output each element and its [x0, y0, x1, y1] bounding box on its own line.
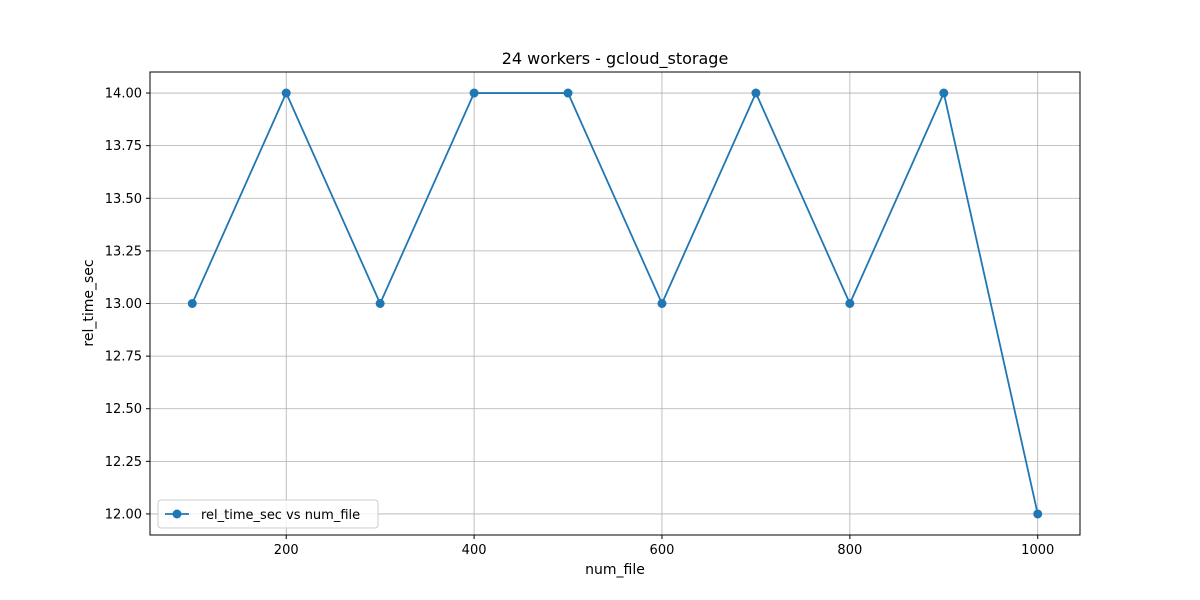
- y-tick-label: 12.25: [105, 455, 142, 470]
- x-tick-label: 600: [650, 543, 675, 558]
- data-point: [939, 88, 949, 98]
- y-tick-label: 12.75: [105, 350, 142, 365]
- y-tick-label: 12.50: [105, 402, 142, 417]
- data-point: [469, 88, 479, 98]
- y-tick-label: 13.25: [105, 244, 142, 259]
- legend-marker-swatch: [172, 509, 182, 519]
- y-axis-label: rel_time_sec: [81, 259, 97, 346]
- y-tick-label: 13.50: [105, 192, 142, 207]
- x-tick-label: 200: [274, 543, 299, 558]
- y-tick-label: 13.75: [105, 139, 142, 154]
- data-point: [657, 299, 667, 308]
- legend: rel_time_sec vs num_file: [157, 499, 379, 529]
- data-point: [375, 299, 385, 308]
- y-tick-label: 13.00: [105, 297, 142, 312]
- x-tick-label: 400: [462, 543, 487, 558]
- data-point: [1033, 509, 1043, 519]
- x-axis-label: num_file: [585, 562, 645, 578]
- chart-title: 24 workers - gcloud_storage: [502, 49, 729, 69]
- x-tick-label: 800: [837, 543, 862, 558]
- series-line: [191, 92, 1039, 515]
- ticks: 200 400 600 800 1000 12.00 12.25 12.50 12.75 13.0…: [105, 87, 1054, 558]
- grid: [150, 72, 1080, 535]
- data-point: [751, 88, 761, 98]
- x-tick-label: 1000: [1021, 543, 1054, 558]
- legend-entry-label: rel_time_sec vs num_file: [201, 508, 360, 523]
- data-point: [187, 299, 197, 308]
- data-point: [845, 299, 855, 308]
- y-tick-label: 14.00: [105, 87, 142, 102]
- series-plot: [187, 88, 1043, 519]
- data-point: [281, 88, 291, 98]
- y-tick-label: 12.00: [105, 507, 142, 522]
- data-point: [563, 88, 573, 98]
- legend-box: [157, 499, 379, 529]
